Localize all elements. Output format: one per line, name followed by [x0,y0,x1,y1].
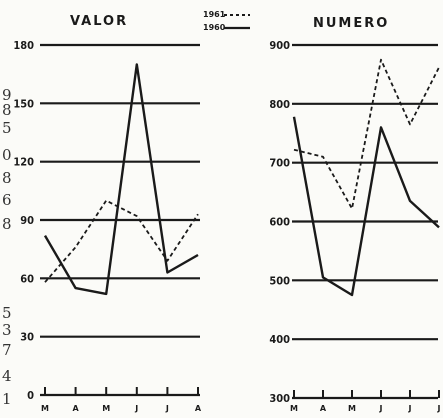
x-tick-label: J [437,404,441,413]
edge-glyph: 8 [2,215,12,233]
series-line-1960 [43,63,199,296]
x-tick-label: A [195,404,202,413]
y-tick-label: 600 [269,216,290,229]
edge-glyph: 3 [2,321,12,339]
chart-title-valor: VALOR [70,14,128,29]
legend-label-1961: 1961 [203,10,226,19]
y-tick-label: 30 [20,331,34,344]
chart-title-numero: NUMERO [313,16,389,31]
y-tick-label: 60 [20,272,34,285]
y-tick-label: 800 [269,98,290,111]
y-tick-label: 900 [269,39,290,52]
x-tick-label: J [134,404,138,413]
y-tick-label: 300 [269,392,290,405]
chart-panels: 0 30 60 90 120 150 180 M A M J J A 300 400 500 600 700 800… [13,39,440,413]
x-tick-label: J [165,404,169,413]
edge-glyph: 5 [2,304,12,322]
y-tick-label: 120 [13,156,34,169]
x-tick-label: J [379,404,383,413]
x-tick-label: A [320,404,327,413]
x-tick-label: J [408,404,412,413]
panel-1: 300 400 500 600 700 800 900 M A M J J J [269,39,440,413]
x-tick-label: M [348,404,356,413]
edge-glyph: 8 [2,169,12,187]
edge-glyph: 4 [2,367,12,385]
y-tick-label: 400 [269,333,290,346]
legend-label-1960: 1960 [203,23,226,32]
y-tick-label: 90 [20,214,34,227]
edge-glyph: 7 [2,341,12,359]
edge-glyph: 8 [2,101,12,119]
y-tick-label: 180 [13,39,34,52]
y-tick-label: 500 [269,274,290,287]
y-tick-label: 700 [269,157,290,170]
edge-glyph: 0 [2,146,12,164]
series-line-1960 [292,116,440,297]
x-tick-label: M [102,404,110,413]
series-line-1961 [293,58,440,210]
y-tick-label: 150 [13,97,34,110]
y-tick-label: 0 [27,389,34,402]
edge-glyph: 6 [2,191,12,209]
x-tick-label: M [41,404,49,413]
edge-glyph: 9 [2,86,12,104]
legend: 1961 1960 [203,10,250,32]
edge-glyph: 1 [2,390,12,408]
x-tick-label: A [72,404,79,413]
series-line-1961 [44,199,199,283]
panel-0: 0 30 60 90 120 150 180 M A M J J A [13,39,202,413]
x-tick-label: M [290,404,298,413]
edge-glyph: 5 [2,119,12,137]
